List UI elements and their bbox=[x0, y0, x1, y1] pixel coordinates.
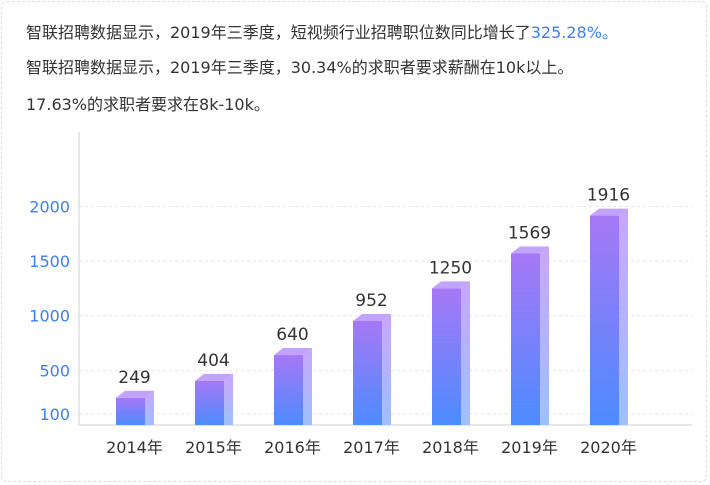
data-label: 1569 bbox=[508, 224, 551, 244]
bar-front bbox=[353, 320, 382, 425]
bar-side bbox=[382, 313, 391, 425]
bar-chart: 100 500 1000 1500 2000 249 2014年 404 2015年 640 201… bbox=[29, 132, 692, 457]
y-tick-label-500: 500 bbox=[39, 361, 70, 380]
bar-front bbox=[116, 397, 145, 425]
bar-side bbox=[224, 373, 233, 425]
bar-2015年 bbox=[195, 373, 233, 425]
bar-cap bbox=[195, 373, 233, 381]
headline-growth: 智联招聘数据显示，2019年三季度，短视频行业招聘职位数同比增长了325.28%… bbox=[26, 22, 618, 44]
data-label: 952 bbox=[355, 291, 387, 311]
bar-cap bbox=[116, 390, 154, 398]
x-tick-label: 2018年 bbox=[422, 438, 479, 457]
bar-front bbox=[590, 215, 619, 425]
bar-2020年 bbox=[590, 208, 628, 425]
bar-front bbox=[511, 253, 540, 425]
bar-front bbox=[432, 288, 461, 425]
bar-side bbox=[303, 348, 312, 425]
bar-side bbox=[461, 281, 470, 425]
growth-percentage: 325.28%。 bbox=[530, 23, 618, 42]
headline-salary-8k: 17.63%的求职者要求在8k-10k。 bbox=[26, 95, 270, 114]
bar-2019年 bbox=[511, 246, 549, 425]
bar-cap bbox=[590, 208, 628, 216]
y-tick-label-100: 100 bbox=[39, 405, 70, 424]
headline-salary-10k: 智联招聘数据显示，2019年三季度，30.34%的求职者要求薪酬在10k以上。 bbox=[26, 58, 574, 77]
x-tick-label: 2020年 bbox=[580, 438, 637, 457]
bar-side bbox=[619, 208, 628, 425]
x-tick-label: 2014年 bbox=[106, 438, 163, 457]
y-tick-label-1000: 1000 bbox=[29, 307, 70, 326]
data-label: 249 bbox=[118, 368, 150, 388]
x-tick-label: 2015年 bbox=[185, 438, 242, 457]
x-tick-label: 2019年 bbox=[501, 438, 558, 457]
bar-cap bbox=[432, 281, 470, 289]
bar-front bbox=[274, 355, 303, 425]
bar-side bbox=[540, 246, 549, 425]
bar-2018年 bbox=[432, 281, 470, 425]
y-tick-label-2000: 2000 bbox=[29, 197, 70, 216]
data-label: 1916 bbox=[587, 186, 630, 206]
y-tick-label-1500: 1500 bbox=[29, 252, 70, 271]
x-tick-label: 2017年 bbox=[343, 438, 400, 457]
bar-side bbox=[145, 390, 154, 425]
bar-cap bbox=[511, 246, 549, 254]
data-label: 1250 bbox=[429, 258, 472, 278]
bar-front bbox=[195, 380, 224, 425]
data-label: 640 bbox=[276, 325, 308, 345]
bar-2016年 bbox=[274, 348, 312, 425]
data-label: 404 bbox=[197, 351, 229, 371]
bar-2017年 bbox=[353, 313, 391, 425]
headline-growth-text: 智联招聘数据显示，2019年三季度，短视频行业招聘职位数同比增长了 bbox=[26, 23, 531, 42]
bar-2014年 bbox=[116, 390, 154, 425]
bar-cap bbox=[274, 348, 312, 356]
bar-cap bbox=[353, 313, 391, 321]
x-tick-label: 2016年 bbox=[264, 438, 321, 457]
